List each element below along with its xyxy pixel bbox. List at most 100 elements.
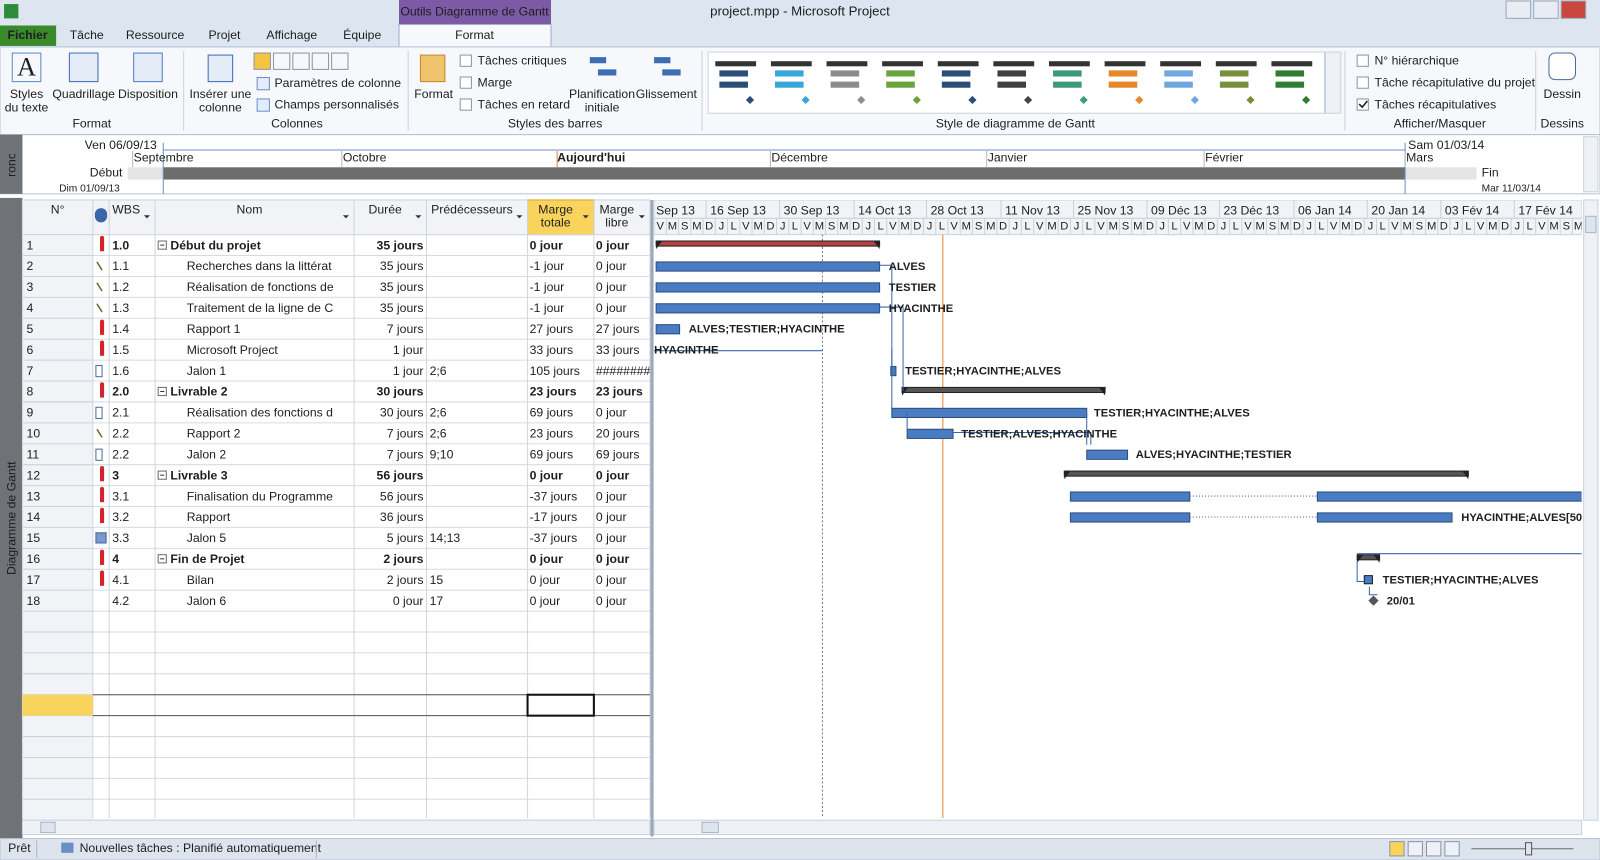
- column-header[interactable]: Marge: [599, 202, 634, 216]
- checkbox-label[interactable]: Tâches en retard: [478, 97, 571, 111]
- checkbox[interactable]: [459, 76, 472, 89]
- ribbon-button[interactable]: initiale: [585, 100, 620, 114]
- checkbox-label[interactable]: Tâches récapitulatives: [1374, 97, 1496, 111]
- column-header[interactable]: N°: [51, 202, 65, 216]
- ribbon-tab[interactable]: Affichage: [266, 28, 317, 42]
- status-text[interactable]: Nouvelles tâches : Planifié automatiquem…: [80, 841, 322, 855]
- align-button[interactable]: [253, 52, 271, 70]
- column-header[interactable]: Nom: [237, 202, 263, 216]
- checkbox-label[interactable]: Tâche récapitulative du projet: [1374, 75, 1535, 89]
- ribbon-tab[interactable]: Projet: [209, 28, 242, 42]
- view-shortcut[interactable]: [1426, 841, 1442, 857]
- column-header[interactable]: totale: [541, 216, 571, 230]
- task-bar[interactable]: [655, 261, 881, 272]
- task-name[interactable]: Réalisation de fonctions de: [187, 280, 334, 294]
- column-header[interactable]: Prédécesseurs: [431, 202, 513, 216]
- task-name[interactable]: Fin de Projet: [170, 552, 244, 566]
- align-button[interactable]: [292, 52, 310, 70]
- ribbon-button[interactable]: Dessin: [1544, 87, 1582, 101]
- style-swatch-milestone[interactable]: [801, 95, 810, 105]
- style-swatch-milestone[interactable]: [1135, 95, 1144, 105]
- task-bar[interactable]: [655, 324, 681, 335]
- task-name[interactable]: Jalon 5: [187, 531, 227, 545]
- checkbox-label[interactable]: Marge: [478, 75, 513, 89]
- align-button[interactable]: [331, 52, 349, 70]
- ribbon-tab[interactable]: Format: [455, 28, 494, 42]
- ribbon-button[interactable]: colonne: [199, 100, 242, 114]
- gantt-hscroll-thumb[interactable]: [701, 821, 719, 833]
- ribbon-button[interactable]: Champs personnalisés: [274, 97, 398, 111]
- column-header[interactable]: libre: [605, 216, 628, 230]
- task-name[interactable]: Début du projet: [170, 238, 260, 252]
- style-swatch-milestone[interactable]: [1190, 95, 1199, 105]
- task-name[interactable]: Livrable 3: [170, 468, 227, 482]
- style-swatch-milestone[interactable]: [912, 95, 921, 105]
- style-swatch-milestone[interactable]: [745, 95, 755, 105]
- header-dropdown[interactable]: [516, 215, 523, 219]
- task-bar[interactable]: [1316, 491, 1591, 502]
- task-name[interactable]: Rapport: [187, 510, 231, 524]
- checkbox[interactable]: [459, 98, 472, 111]
- task-bar[interactable]: [906, 428, 954, 439]
- checkbox[interactable]: [1356, 98, 1369, 111]
- selected-cell[interactable]: [526, 693, 595, 717]
- view-shortcut[interactable]: [1407, 841, 1423, 857]
- task-bar[interactable]: [1069, 512, 1191, 523]
- task-name[interactable]: Recherches dans la littérat: [187, 259, 332, 273]
- column-header[interactable]: Durée: [369, 202, 403, 216]
- ribbon-button[interactable]: Disposition: [118, 87, 178, 101]
- ribbon-button[interactable]: Quadrillage: [52, 87, 115, 101]
- checkbox-label[interactable]: N° hiérarchique: [1374, 53, 1459, 67]
- task-name[interactable]: Jalon 6: [187, 594, 227, 608]
- task-name[interactable]: Jalon 1: [187, 364, 227, 378]
- align-button[interactable]: [311, 52, 330, 70]
- column-header[interactable]: Marge: [538, 202, 573, 216]
- minimize-button[interactable]: [1505, 0, 1532, 19]
- task-name[interactable]: Microsoft Project: [187, 343, 279, 357]
- ribbon-button[interactable]: du texte: [5, 100, 49, 114]
- ribbon-tab[interactable]: Tâche: [70, 28, 104, 42]
- task-name[interactable]: Réalisation des fonctions d: [187, 406, 333, 420]
- view-shortcut[interactable]: [1444, 841, 1460, 857]
- task-name[interactable]: Bilan: [187, 573, 214, 587]
- task-bar[interactable]: [655, 282, 881, 293]
- style-swatch-milestone[interactable]: [1246, 95, 1255, 105]
- table-hscroll-thumb[interactable]: [40, 821, 56, 833]
- task-bar[interactable]: [1316, 512, 1453, 523]
- ribbon-button[interactable]: Styles: [10, 87, 43, 101]
- ribbon-tab[interactable]: Fichier: [7, 28, 47, 42]
- style-swatch-milestone[interactable]: [1023, 95, 1033, 105]
- header-dropdown[interactable]: [415, 215, 422, 219]
- task-name[interactable]: Rapport 2: [187, 427, 241, 441]
- gantt-vscroll-thumb[interactable]: [1585, 215, 1597, 234]
- header-dropdown[interactable]: [582, 215, 589, 219]
- view-shortcut[interactable]: [1389, 841, 1405, 857]
- ribbon-button[interactable]: Insérer une: [189, 87, 251, 101]
- task-name[interactable]: Livrable 2: [170, 385, 227, 399]
- checkbox-label[interactable]: Tâches critiques: [478, 53, 567, 67]
- close-button[interactable]: [1560, 0, 1587, 19]
- ribbon-tab[interactable]: Ressource: [126, 28, 185, 42]
- task-name[interactable]: Traitement de la ligne de C: [187, 301, 334, 315]
- ribbon-button[interactable]: Paramètres de colonne: [274, 76, 401, 90]
- ribbon-button[interactable]: Format: [414, 87, 453, 101]
- task-name[interactable]: Jalon 2: [187, 447, 227, 461]
- task-bar[interactable]: [655, 303, 881, 314]
- style-swatch-milestone[interactable]: [857, 95, 866, 105]
- task-name[interactable]: Rapport 1: [187, 322, 241, 336]
- align-button[interactable]: [272, 52, 291, 70]
- task-bar[interactable]: [1069, 491, 1191, 502]
- task-name[interactable]: Finalisation du Programme: [187, 489, 333, 503]
- column-header[interactable]: WBS: [112, 202, 140, 216]
- maximize-button[interactable]: [1533, 0, 1559, 19]
- header-dropdown[interactable]: [342, 215, 349, 219]
- header-dropdown[interactable]: [143, 215, 150, 219]
- checkbox[interactable]: [1356, 54, 1369, 67]
- task-bar[interactable]: [891, 407, 1088, 419]
- checkbox[interactable]: [459, 54, 472, 67]
- checkbox[interactable]: [1356, 76, 1369, 89]
- ribbon-tab[interactable]: Équipe: [343, 27, 381, 42]
- ribbon-button[interactable]: Glissement: [636, 87, 698, 101]
- zoom-thumb[interactable]: [1525, 842, 1533, 856]
- header-dropdown[interactable]: [638, 215, 645, 219]
